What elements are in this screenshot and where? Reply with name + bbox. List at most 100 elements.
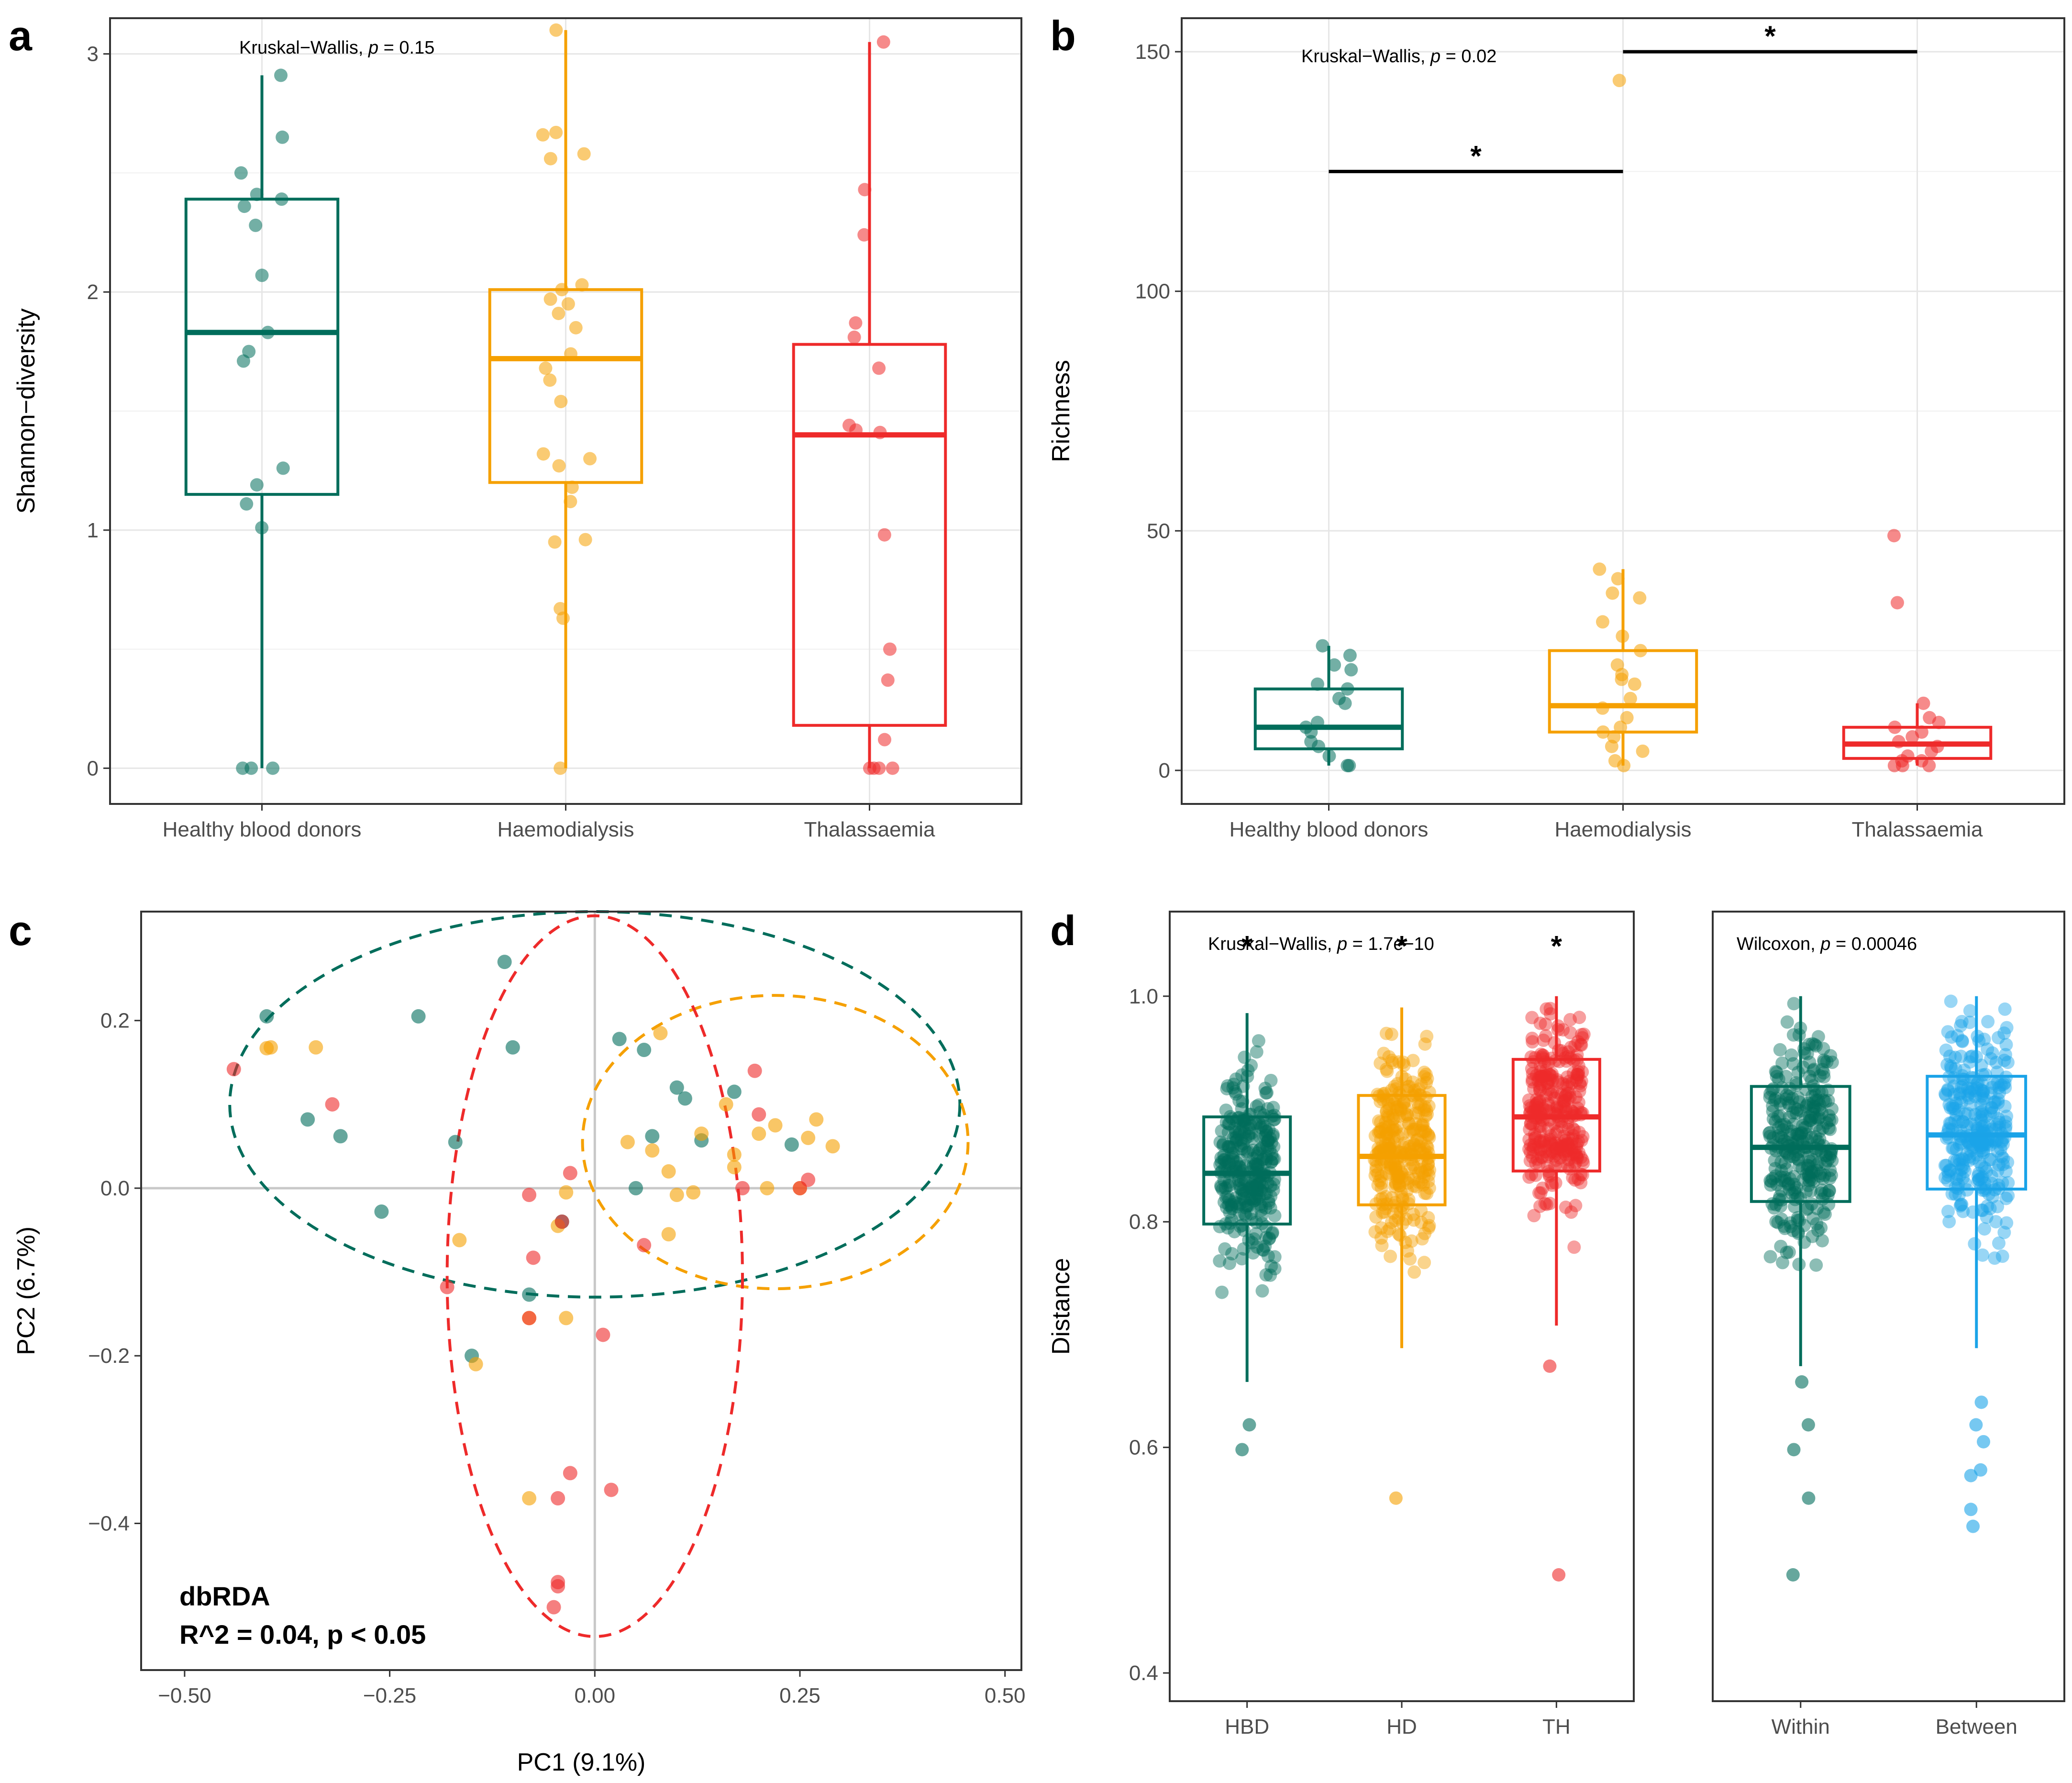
- outlier-point: [1977, 1435, 1991, 1449]
- plot-frame: [1169, 911, 1635, 1702]
- ordination-point-hd: [768, 1118, 783, 1133]
- data-point: [1218, 1242, 1232, 1256]
- data-point: [1888, 720, 1902, 734]
- data-point: [1952, 1157, 1966, 1171]
- data-point: [1562, 1153, 1576, 1167]
- data-point: [1770, 1178, 1784, 1192]
- data-point: [1371, 1141, 1385, 1155]
- data-point: [236, 354, 250, 368]
- ordination-point-hd: [468, 1357, 483, 1371]
- data-point: [1242, 1233, 1256, 1247]
- data-point: [1957, 1161, 1971, 1175]
- data-point: [1804, 1184, 1818, 1198]
- data-point: [1368, 1225, 1382, 1239]
- data-point: [1392, 1109, 1406, 1123]
- data-point: [1534, 1070, 1548, 1083]
- data-point: [1944, 1163, 1958, 1177]
- data-point: [1523, 1154, 1537, 1168]
- data-point: [1234, 1175, 1248, 1189]
- data-point: [1230, 1200, 1244, 1214]
- ordination-point-hd: [719, 1097, 733, 1112]
- data-point: [1417, 1103, 1431, 1117]
- data-point: [1261, 1134, 1275, 1148]
- data-point: [1244, 1180, 1258, 1193]
- data-point: [2001, 1189, 2015, 1203]
- data-point: [1567, 1157, 1581, 1171]
- data-point: [1763, 1174, 1777, 1188]
- outlier-point: [1969, 1418, 1983, 1432]
- data-point: [1236, 1137, 1250, 1150]
- data-point: [1995, 1176, 2009, 1190]
- data-point: [1793, 1095, 1806, 1109]
- data-point: [1382, 1110, 1396, 1124]
- data-point: [1763, 1091, 1777, 1104]
- data-point: [1540, 1076, 1554, 1090]
- data-point: [1385, 1027, 1398, 1041]
- data-point: [1561, 1116, 1574, 1130]
- data-point: [1992, 1031, 2006, 1045]
- data-point: [1407, 1265, 1421, 1279]
- data-point: [1422, 1221, 1436, 1235]
- data-point: [1232, 1127, 1246, 1141]
- data-point: [1975, 1092, 1989, 1106]
- data-point: [873, 425, 887, 439]
- data-point: [1783, 1099, 1796, 1113]
- data-point: [1379, 1062, 1393, 1076]
- data-point: [1414, 1162, 1428, 1176]
- data-point: [1805, 1111, 1818, 1125]
- data-point: [1562, 1045, 1575, 1059]
- data-point: [1406, 1123, 1420, 1137]
- data-point: [1524, 1117, 1538, 1131]
- x-tick-label: Thalassaemia: [1852, 818, 1983, 841]
- data-point: [1230, 1133, 1243, 1147]
- data-point: [1983, 1138, 1997, 1152]
- data-point: [1824, 1148, 1838, 1161]
- data-point: [1391, 1129, 1405, 1143]
- data-point: [1241, 1199, 1255, 1213]
- data-point: [1225, 1146, 1239, 1160]
- data-point: [1941, 1204, 1955, 1218]
- outlier-point: [1801, 1418, 1815, 1432]
- data-point: [1384, 1156, 1397, 1170]
- data-point: [1782, 1096, 1795, 1110]
- data-point: [1970, 1136, 1984, 1149]
- data-point: [1398, 1173, 1412, 1187]
- data-point: [1571, 1135, 1585, 1148]
- data-point: [1374, 1125, 1387, 1139]
- data-point: [1533, 1083, 1547, 1097]
- data-point: [1953, 1168, 1967, 1182]
- data-point: [1396, 1192, 1410, 1206]
- data-point: [1418, 1142, 1431, 1156]
- data-point: [1418, 1109, 1432, 1123]
- data-point: [1255, 1284, 1269, 1298]
- data-point: [1237, 1173, 1251, 1187]
- data-point: [1816, 1171, 1830, 1185]
- data-point: [1382, 1096, 1396, 1110]
- data-point: [1955, 1197, 1969, 1211]
- data-point: [1556, 1094, 1570, 1108]
- ordination-point-hbd: [612, 1032, 627, 1047]
- kruskal-wallis-annotation: Kruskal−Wallis, p = 0.15: [239, 38, 434, 58]
- data-point: [1577, 1027, 1591, 1041]
- data-point: [1382, 1167, 1396, 1181]
- data-point: [849, 423, 863, 437]
- y-tick-label: 1: [87, 519, 99, 542]
- data-point: [1553, 1151, 1567, 1165]
- data-point: [1214, 1155, 1228, 1169]
- data-point: [1572, 1095, 1585, 1109]
- data-point: [1213, 1254, 1227, 1268]
- data-point: [1769, 1215, 1783, 1228]
- data-point: [575, 278, 589, 292]
- data-point: [255, 268, 269, 282]
- data-point: [1956, 1115, 1970, 1129]
- data-point: [1953, 1091, 1967, 1105]
- data-point: [1558, 1138, 1572, 1152]
- data-point: [1892, 735, 1906, 748]
- data-point: [1418, 1065, 1431, 1079]
- data-point: [1571, 1101, 1584, 1115]
- data-point: [1976, 1086, 1990, 1100]
- data-point: [1987, 1095, 2001, 1109]
- data-point: [1235, 1187, 1249, 1201]
- data-point: [1961, 1088, 1975, 1102]
- data-point: [1551, 1103, 1565, 1117]
